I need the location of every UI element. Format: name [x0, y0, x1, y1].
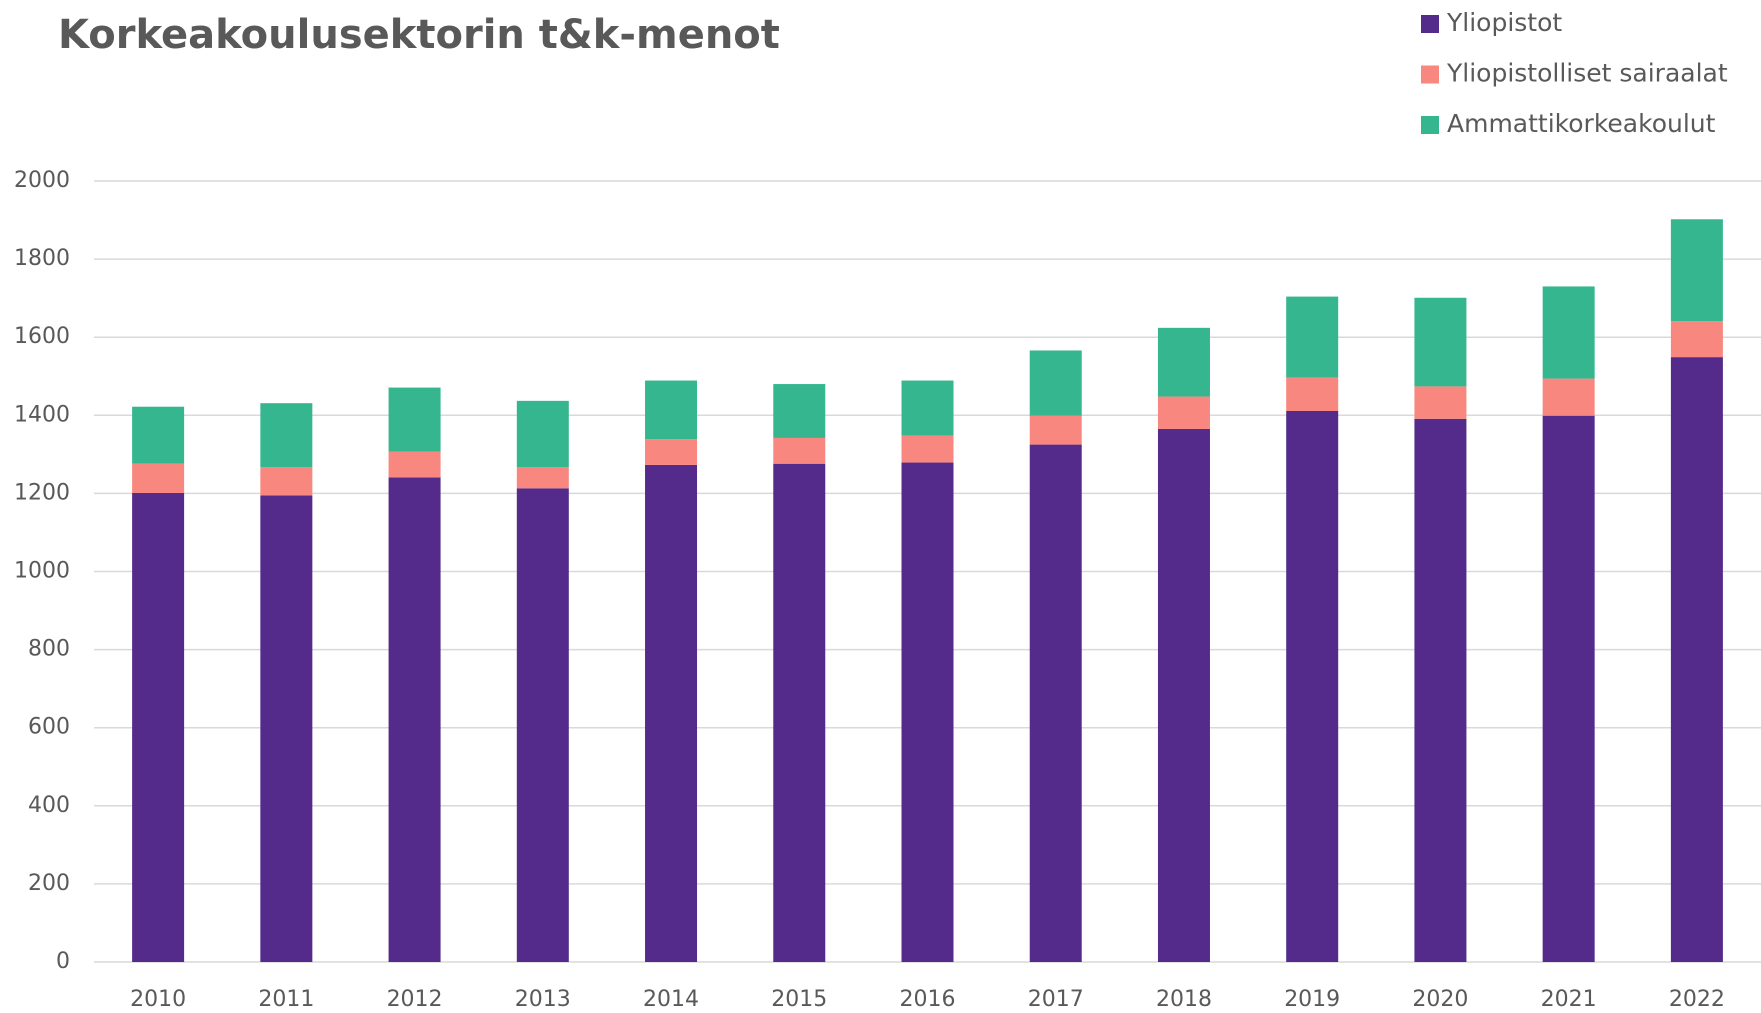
- y-tick-label: 1600: [14, 324, 70, 349]
- bar-segment: [1414, 297, 1467, 387]
- bar-segment: [1670, 219, 1723, 322]
- x-tick-label: 2013: [515, 987, 571, 1012]
- bar-segment: [773, 384, 826, 438]
- x-tick-label: 2019: [1284, 987, 1340, 1012]
- legend-label: Yliopistot: [1446, 8, 1562, 37]
- bar-segment: [1286, 377, 1339, 412]
- bar-segment: [901, 435, 954, 463]
- x-tick-label: 2022: [1669, 987, 1725, 1012]
- bar-segment: [1157, 428, 1210, 962]
- bar-segment: [516, 488, 569, 962]
- x-tick-label: 2017: [1028, 987, 1084, 1012]
- chart-title: Korkeakoulusektorin t&k-menot: [58, 12, 780, 58]
- bar-segment: [1029, 444, 1082, 962]
- legend-label: Yliopistolliset sairaalat: [1446, 59, 1728, 88]
- x-tick-label: 2010: [130, 987, 186, 1012]
- bar-segment: [1542, 415, 1595, 962]
- bar-segment: [645, 464, 698, 962]
- x-tick-label: 2020: [1412, 987, 1468, 1012]
- x-tick-label: 2015: [771, 987, 827, 1012]
- x-tick-label: 2021: [1541, 987, 1597, 1012]
- bar-segment: [1414, 418, 1467, 962]
- bar-segment: [645, 380, 698, 440]
- bar-segment: [645, 439, 698, 465]
- y-tick-label: 1800: [14, 246, 70, 271]
- bar-segment: [260, 495, 313, 962]
- y-tick-label: 1400: [14, 402, 70, 427]
- y-tick-label: 400: [28, 793, 70, 818]
- bar-segment: [1286, 411, 1339, 962]
- x-tick-label: 2011: [258, 987, 314, 1012]
- legend-swatch: [1421, 15, 1439, 33]
- bar-segment: [773, 437, 826, 464]
- bar-segment: [901, 462, 954, 962]
- bar-segment: [388, 451, 441, 478]
- y-tick-label: 1200: [14, 480, 70, 505]
- y-tick-label: 1000: [14, 559, 70, 584]
- x-tick-label: 2018: [1156, 987, 1212, 1012]
- bar-segment: [388, 387, 441, 452]
- y-tick-label: 800: [28, 637, 70, 662]
- x-tick-label: 2014: [643, 987, 699, 1012]
- bar-segment: [1542, 286, 1595, 379]
- bar-segment: [132, 463, 185, 494]
- y-tick-label: 0: [56, 949, 70, 974]
- x-tick-label: 2012: [387, 987, 443, 1012]
- bar-segment: [773, 463, 826, 962]
- bar-segment: [260, 467, 313, 496]
- bar-segment: [1157, 396, 1210, 429]
- bar-segment: [1542, 378, 1595, 416]
- bar-segment: [1670, 321, 1723, 358]
- legend-label: Ammattikorkeakoulut: [1447, 109, 1716, 138]
- y-tick-label: 2000: [14, 168, 70, 193]
- bar-segment: [260, 403, 313, 468]
- y-tick-label: 600: [28, 715, 70, 740]
- bar-segment: [1029, 350, 1082, 416]
- bar-segment: [1670, 357, 1723, 963]
- bar-segment: [1414, 386, 1467, 419]
- bar-segment: [516, 467, 569, 489]
- y-tick-label: 200: [28, 871, 70, 896]
- legend-swatch: [1421, 65, 1439, 84]
- bar-segment: [388, 477, 441, 962]
- bar-segment: [901, 380, 954, 436]
- bar-segment: [1157, 327, 1210, 397]
- x-tick-label: 2016: [900, 987, 956, 1012]
- bar-segment: [132, 493, 185, 962]
- bar-segment: [516, 400, 569, 468]
- bar-segment: [132, 406, 185, 464]
- bar-segment: [1286, 296, 1339, 378]
- legend-swatch: [1421, 116, 1439, 134]
- bar-segment: [1029, 415, 1082, 445]
